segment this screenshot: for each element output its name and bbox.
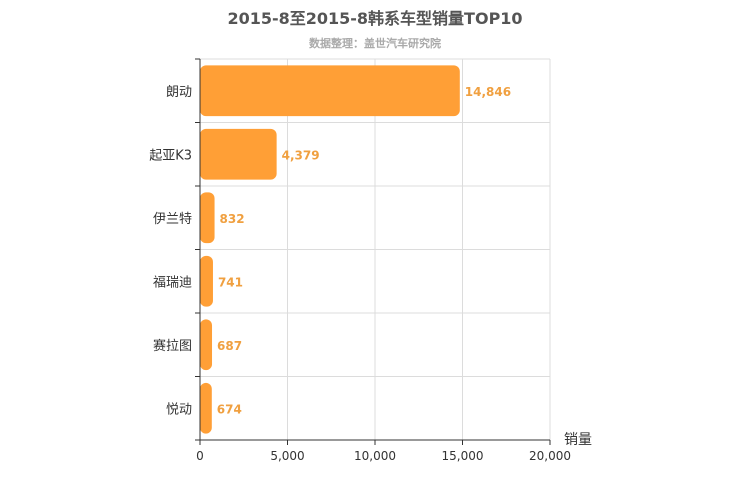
x-tick-label: 0 [196,449,204,463]
bar[interactable] [200,128,277,180]
category-label: 赛拉图 [153,338,192,354]
bars [200,65,460,434]
category-label: 起亚K3 [149,148,192,163]
bar[interactable] [200,65,460,117]
axes [195,58,551,445]
bar[interactable] [200,255,213,307]
data-label: 14,846 [465,85,511,99]
category-label: 悦动 [166,402,192,417]
bar[interactable] [200,319,213,371]
x-tick-label: 15,000 [442,449,484,463]
data-label: 4,379 [282,148,320,162]
bar[interactable] [200,382,212,434]
bar[interactable] [200,192,215,244]
chart-title: 2015-8至2015-8韩系车型销量TOP10 [227,9,522,28]
labels: 0 5,000 10,000 15,000 20,000 朗动 14,846 起亚K3 4,37… [149,85,571,463]
data-label: 687 [217,339,242,353]
data-label: 832 [220,212,245,226]
x-tick-label: 5,000 [270,449,304,463]
x-tick-label: 10,000 [354,449,396,463]
x-axis-label: 销量 [564,432,592,448]
category-label: 伊兰特 [153,212,192,227]
category-label: 朗动 [166,85,192,100]
x-tick-label: 20,000 [529,449,571,463]
chart-subtitle: 数据整理：盖世汽车研究院 [309,36,441,50]
data-label: 674 [217,402,242,416]
category-label: 福瑞迪 [153,275,192,290]
data-label: 741 [218,275,243,289]
grid-lines [200,58,551,440]
